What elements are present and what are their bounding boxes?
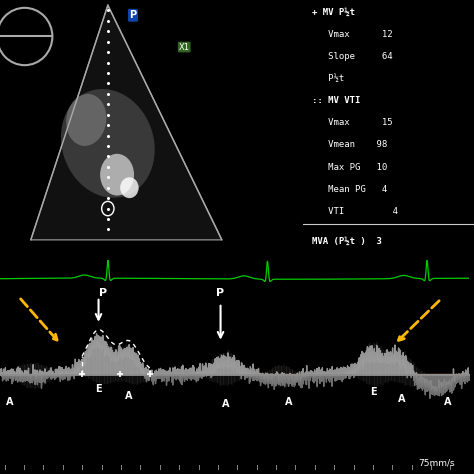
Text: Max PG   10: Max PG 10 [312,163,387,172]
Text: Vmean    98: Vmean 98 [312,140,387,149]
Text: A: A [125,392,133,401]
Text: MVA (P½t )  3: MVA (P½t ) 3 [312,237,382,246]
Text: VTI         4: VTI 4 [312,207,398,216]
Text: E: E [95,384,102,394]
Text: P: P [99,288,107,298]
Text: A: A [6,397,13,407]
Text: P½t: P½t [312,74,344,83]
Ellipse shape [120,177,138,198]
Text: A: A [398,394,405,404]
Text: A: A [445,397,452,407]
Text: A: A [285,397,292,407]
Text: 75mm/s: 75mm/s [419,458,455,467]
Text: P: P [129,10,137,20]
Text: :: MV VTI: :: MV VTI [312,96,360,105]
Text: E: E [370,387,376,397]
Polygon shape [31,5,222,240]
Ellipse shape [66,94,106,146]
Ellipse shape [100,154,134,195]
Text: Mean PG   4: Mean PG 4 [312,185,387,194]
Text: A: A [221,399,229,410]
Text: + MV P½t: + MV P½t [312,8,355,17]
Ellipse shape [61,89,155,198]
Text: Vmax      12: Vmax 12 [312,29,392,38]
Text: Vmax      15: Vmax 15 [312,118,392,128]
Text: X1: X1 [179,43,190,52]
Text: Slope     64: Slope 64 [312,52,392,61]
Text: P: P [217,288,225,298]
